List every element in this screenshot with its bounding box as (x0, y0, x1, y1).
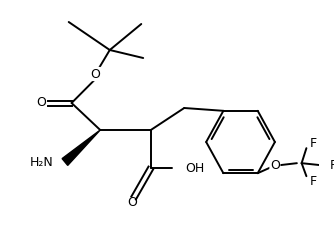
Text: F: F (310, 137, 317, 150)
Text: OH: OH (185, 161, 204, 174)
Text: F: F (330, 159, 334, 172)
Polygon shape (62, 130, 100, 165)
Text: H₂N: H₂N (30, 155, 53, 169)
Text: O: O (270, 159, 280, 172)
Text: O: O (36, 96, 46, 109)
Text: O: O (91, 68, 101, 81)
Text: F: F (310, 175, 317, 188)
Text: O: O (127, 196, 137, 210)
